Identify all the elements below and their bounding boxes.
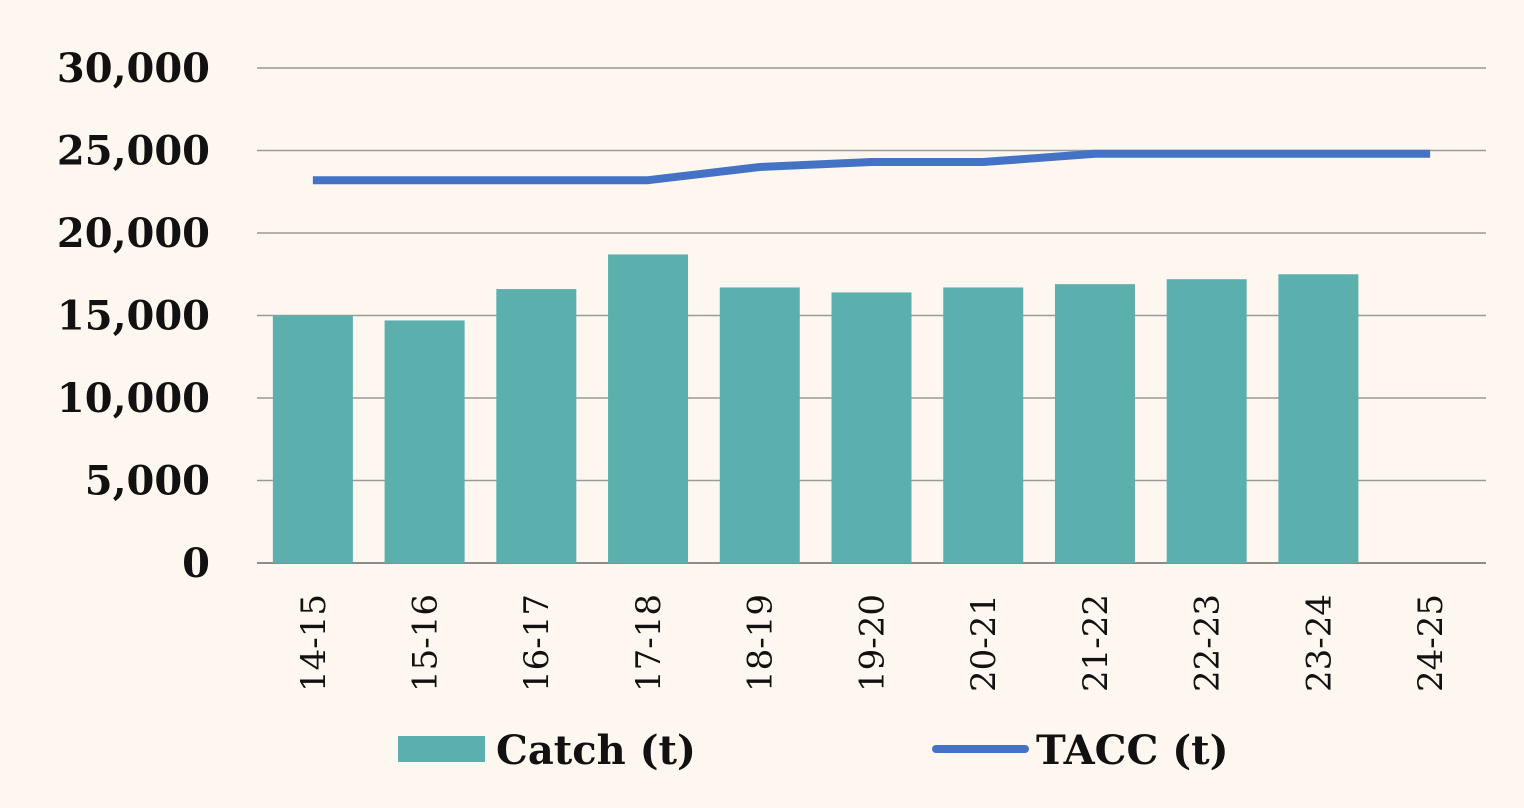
x-tick-label: 17-18 [629,594,669,692]
tacc-line-layer [312,149,1431,185]
catch-bar [496,289,577,563]
legend: Catch (t) TACC (t) [398,727,1229,774]
x-tick-label: 19-20 [852,594,892,692]
catch-bar [1054,284,1135,563]
y-tick-label: 10,000 [57,375,210,422]
y-axis-ticks: 0 5,000 10,000 15,000 20,000 25,000 30,000 [57,45,210,587]
x-tick-label: 21-22 [1076,594,1116,692]
catch-bar [608,254,689,563]
x-tick-label: 15-16 [405,594,445,692]
catch-bar [384,320,465,563]
y-tick-label: 20,000 [57,210,210,257]
y-tick-label: 0 [182,540,210,587]
legend-label-tacc: TACC (t) [1036,727,1229,774]
x-tick-label: 20-21 [964,594,1004,692]
catch-bar [272,315,353,563]
y-tick-label: 5,000 [85,458,210,505]
x-tick-label: 16-17 [517,594,557,692]
catch-bar [719,287,800,563]
y-tick-label: 15,000 [57,293,210,340]
catch-bar [831,292,912,563]
legend-label-catch: Catch (t) [496,727,696,774]
catch-bars [272,254,1359,563]
y-tick-label: 25,000 [57,128,210,175]
x-axis-ticks: 14-15 15-16 16-17 17-18 18-19 19-20 20-21 21-22… [294,594,1451,692]
y-tick-label: 30,000 [57,45,210,92]
legend-swatch-catch [398,736,485,762]
catch-bar [943,287,1024,563]
catch-bar [1166,279,1247,563]
x-tick-label: 22-23 [1188,594,1228,692]
x-tick-label: 14-15 [294,594,334,692]
x-tick-label: 18-19 [741,594,781,692]
catch-bar [1278,274,1359,563]
tacc-line [312,149,1431,185]
x-tick-label: 24-25 [1411,594,1451,692]
x-tick-label: 23-24 [1299,594,1339,692]
